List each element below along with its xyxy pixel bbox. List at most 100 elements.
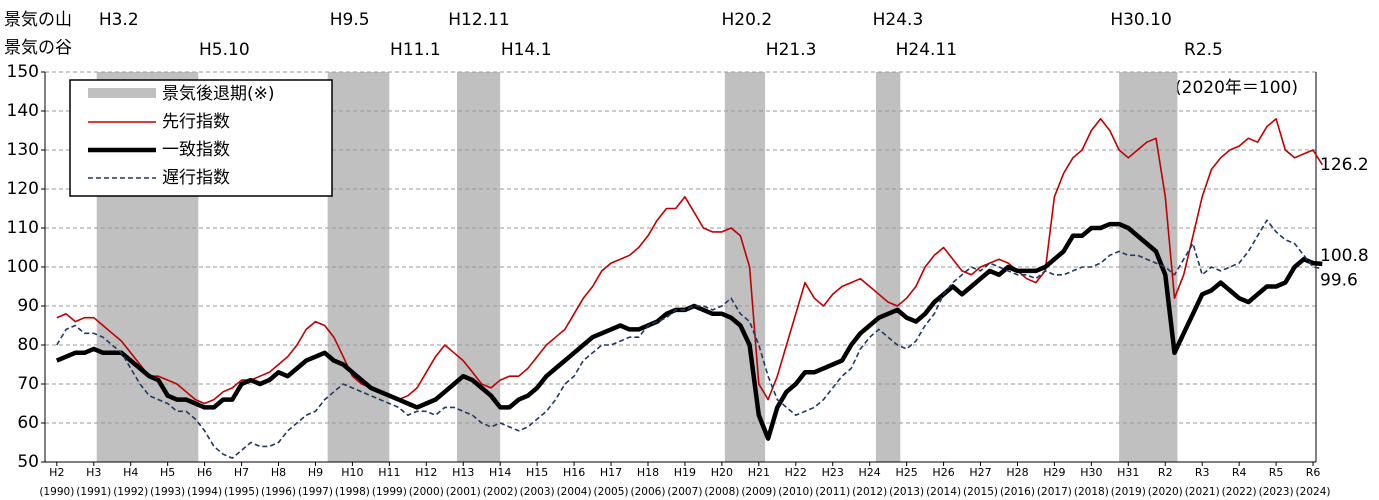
x-tick-label: R6 [1306,466,1321,479]
x-tick-label: R5 [1269,466,1284,479]
x-tick-year: (2000) [409,485,444,498]
x-tick-year: (2002) [483,485,518,498]
y-tick-label: 60 [17,413,39,433]
x-tick-year: (1992) [113,485,148,498]
x-tick-label: H30 [1080,466,1102,479]
trough-label: H14.1 [501,40,552,60]
peak-label: H24.3 [873,10,924,30]
x-tick-label: H25 [895,466,917,479]
x-tick-year: (1997) [298,485,333,498]
x-tick-label: H6 [197,466,212,479]
x-tick-year: (1996) [261,485,296,498]
x-tick-label: H22 [785,466,807,479]
y-tick-label: 90 [17,296,39,316]
annotation: (2020年＝100) [1175,78,1298,98]
x-tick-year: (2022) [1222,485,1257,498]
x-tick-label: H14 [489,466,511,479]
x-tick-year: (2001) [446,485,481,498]
x-tick-year: (2018) [1074,485,1109,498]
x-tick-year: (2015) [963,485,998,498]
x-tick-year: (2012) [852,485,887,498]
trough-label: H11.1 [390,40,441,60]
trough-label: H24.11 [896,40,957,60]
x-tick-label: H10 [341,466,363,479]
legend-label: 先行指数 [162,112,230,132]
x-tick-label: H8 [271,466,286,479]
y-tick-label: 100 [7,257,39,277]
x-tick-label: H17 [600,466,622,479]
x-tick-year: (2006) [630,485,665,498]
y-tick-label: 130 [7,140,39,160]
x-tick-label: H26 [932,466,954,479]
y-tick-label: 110 [7,218,39,238]
x-tick-label: R2 [1158,466,1173,479]
x-tick-label: H3 [86,466,101,479]
x-tick-label: H27 [969,466,991,479]
legend-swatch [88,88,156,98]
x-tick-label: H7 [234,466,249,479]
peak-label: H12.11 [448,10,509,30]
peak-header: 景気の山 [4,10,72,30]
x-tick-year: (1998) [335,485,370,498]
x-tick-label: H2 [49,466,64,479]
x-tick-label: H9 [308,466,323,479]
x-tick-year: (2024) [1296,485,1331,498]
legend-label: 遅行指数 [162,168,230,188]
x-tick-label: H13 [452,466,474,479]
x-tick-year: (2007) [667,485,702,498]
x-tick-year: (2019) [1111,485,1146,498]
legend-box [69,79,333,197]
x-tick-year: (2004) [557,485,592,498]
x-tick-year: (2005) [594,485,629,498]
x-tick-label: H5 [160,466,175,479]
x-tick-year: (2017) [1037,485,1072,498]
series-line [56,118,1323,405]
peak-label: H30.10 [1110,10,1171,30]
x-tick-year: (2023) [1259,485,1294,498]
x-tick-year: (1995) [224,485,259,498]
y-tick-label: 80 [17,335,39,355]
x-tick-label: R4 [1232,466,1247,479]
x-tick-label: H24 [859,466,881,479]
series-line [56,219,1323,459]
x-tick-label: H4 [123,466,138,479]
peak-label: H9.5 [330,10,370,30]
x-tick-year: (1994) [187,485,222,498]
x-tick-label: H11 [378,466,400,479]
trough-label: H5.10 [199,40,250,60]
x-tick-year: (1999) [372,485,407,498]
y-tick-label: 70 [17,374,39,394]
trough-header: 景気の谷 [4,38,72,58]
x-tick-label: H18 [637,466,659,479]
y-tick-label: 150 [7,62,39,82]
x-tick-label: H31 [1117,466,1139,479]
end-value-label: 99.6 [1320,271,1358,291]
x-tick-label: H21 [748,466,770,479]
x-tick-label: H19 [674,466,696,479]
x-tick-label: H12 [415,466,437,479]
x-tick-label: H20 [711,466,733,479]
y-tick-label: 120 [7,179,39,199]
x-tick-year: (2011) [815,485,850,498]
x-tick-year: (2014) [926,485,961,498]
x-tick-year: (2013) [889,485,924,498]
x-tick-label: H28 [1006,466,1028,479]
x-tick-year: (1991) [76,485,111,498]
x-tick-year: (2003) [520,485,555,498]
end-value-label: 126.2 [1320,155,1369,175]
x-tick-year: (2016) [1000,485,1035,498]
trough-label: R2.5 [1184,40,1223,60]
x-tick-year: (2021) [1185,485,1220,498]
x-tick-year: (1990) [39,485,74,498]
x-tick-label: H29 [1043,466,1065,479]
trough-label: H21.3 [766,40,817,60]
legend-label: 景気後退期(※) [162,84,275,104]
x-tick-label: H23 [822,466,844,479]
x-tick-label: H15 [526,466,548,479]
y-tick-label: 50 [17,452,39,472]
x-tick-year: (2010) [778,485,813,498]
x-tick-year: (2009) [741,485,776,498]
x-tick-label: R3 [1195,466,1210,479]
